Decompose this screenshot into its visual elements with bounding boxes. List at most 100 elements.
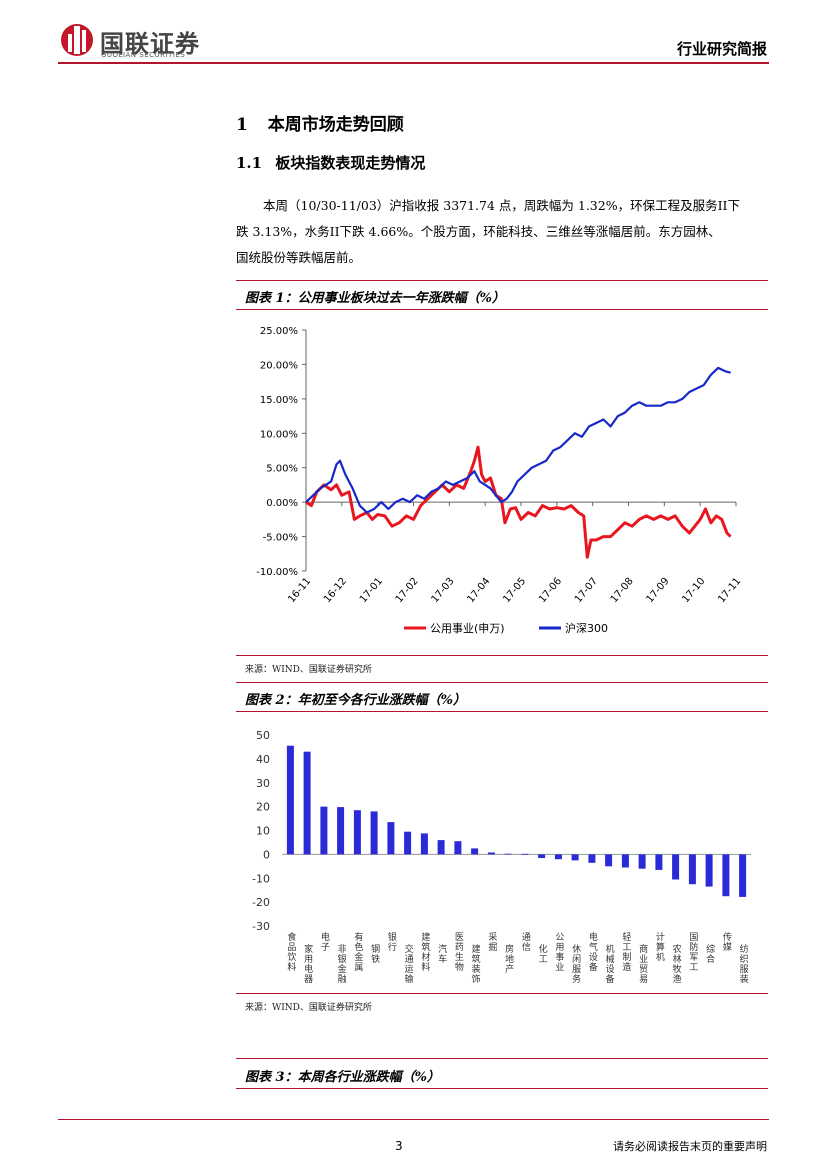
bar [739, 854, 747, 897]
y-tick-label: 20.00% [260, 360, 298, 371]
footer-disclaimer: 请务必阅读报告末页的重要声明 [613, 1140, 767, 1153]
category-label: 纺织服装 [738, 943, 749, 984]
bar [303, 751, 311, 855]
y-tick-label: 0 [263, 848, 270, 861]
bar [471, 848, 479, 855]
category-label: 钢铁 [369, 943, 380, 964]
bar [655, 854, 663, 870]
bar [286, 745, 294, 855]
category-label: 房地产 [503, 943, 513, 974]
y-tick-label: 25.00% [260, 326, 298, 337]
figure-2-title-rule [236, 711, 768, 712]
category-label: 有色金属 [352, 931, 363, 972]
bar [705, 854, 713, 887]
y-tick-label: 10.00% [260, 429, 298, 440]
x-tick-label: 16-11 [286, 576, 313, 605]
figure-3-title-rule [236, 1088, 768, 1089]
y-tick-label: -20 [252, 896, 270, 909]
legend-label: 沪深300 [565, 621, 608, 635]
y-tick-label: -10 [252, 872, 270, 885]
x-tick-label: 17-08 [609, 576, 636, 605]
section-number: 1 [236, 115, 248, 135]
bar [521, 853, 529, 855]
series-line-hs300 [305, 366, 731, 514]
bar [437, 840, 445, 855]
bar [554, 854, 562, 860]
paragraph-line: 国统股份等跌幅居前。 [236, 250, 362, 265]
bar [487, 852, 495, 855]
figure-1-top-rule [236, 280, 768, 281]
figure-2-title: 图表 2：年初至今各行业涨跌幅（%） [245, 693, 466, 708]
category-label: 机械设备 [604, 943, 615, 984]
category-label: 建筑材料 [419, 931, 430, 972]
category-label: 电气设备 [587, 931, 598, 972]
x-tick-label: 17-05 [501, 576, 528, 605]
subsection-number: 1.1 [236, 154, 263, 172]
bar [722, 854, 730, 897]
body-paragraph: 本周（10/30-11/03）沪指收报 3371.74 点，周跌幅为 1.32%… [236, 193, 770, 271]
category-label: 公用事业 [553, 932, 564, 972]
figure-2-top-rule [236, 682, 768, 683]
category-label: 休闲服务 [570, 943, 581, 984]
figure-2-source: 来源：WIND、国联证券研究所 [245, 1003, 372, 1013]
category-label: 综合 [704, 943, 715, 964]
category-label: 银行 [386, 931, 397, 952]
category-label: 传媒 [721, 931, 732, 952]
bar [538, 854, 546, 858]
category-label: 采掘 [486, 932, 497, 952]
y-tick-label: 30 [256, 777, 270, 790]
category-label: 轻工制造 [620, 931, 631, 972]
bar [688, 854, 696, 885]
category-label: 商业贸易 [637, 943, 648, 984]
category-label: 汽车 [436, 943, 447, 964]
category-label: 交通运输 [403, 943, 414, 984]
bar [638, 854, 646, 869]
x-tick-label: 17-06 [537, 576, 564, 605]
x-tick-label: 17-07 [573, 576, 600, 605]
x-tick-label: 17-04 [465, 576, 492, 605]
x-tick-label: 17-02 [394, 576, 421, 605]
figure-3-title: 图表 3：本周各行业涨跌幅（%） [245, 1070, 440, 1085]
category-label: 化工 [537, 943, 548, 964]
category-label: 农林牧渔 [671, 943, 682, 984]
y-tick-label: 10 [256, 825, 270, 838]
brand-name-cn: 国联证券 [100, 30, 200, 58]
figure-3-top-rule [236, 1058, 768, 1059]
x-tick-label: 17-03 [430, 576, 457, 605]
x-tick-label: 17-09 [645, 576, 672, 605]
category-label: 通信 [520, 932, 531, 952]
paragraph-line: 本周（10/30-11/03）沪指收报 3371.74 点，周跌幅为 1.32%… [263, 198, 740, 213]
bar [588, 854, 596, 863]
category-label: 建筑装饰 [470, 943, 481, 984]
bar [387, 822, 395, 855]
bar [320, 806, 328, 855]
bar [504, 853, 512, 855]
bar [621, 854, 629, 868]
page-number: 3 [395, 1139, 403, 1153]
figure-1-title-rule [236, 309, 768, 310]
category-label: 国防军工 [687, 932, 698, 972]
x-tick-label: 17-10 [680, 576, 707, 605]
header: 国联证券 GUOLIAN SECURITIES 行业研究简报 [0, 0, 827, 70]
section-title: 本周市场走势回顾 [267, 115, 404, 135]
guolian-logo-icon [61, 24, 93, 56]
legend-label: 公用事业(申万) [430, 622, 505, 635]
section-1-heading: 1 本周市场走势回顾 [236, 110, 404, 135]
figure-2-source-rule [236, 993, 768, 994]
category-label: 食品饮料 [285, 931, 296, 972]
category-label: 电子 [319, 931, 330, 952]
category-label: 计算机 [654, 931, 665, 962]
category-label: 医药生物 [453, 932, 464, 972]
bar [337, 807, 345, 855]
bar [672, 854, 680, 880]
footer-divider [58, 1119, 769, 1120]
y-tick-label: -30 [252, 920, 270, 933]
x-tick-label: 16-12 [322, 576, 349, 605]
category-label: 非银金融 [336, 943, 347, 984]
x-tick-label: 17-11 [716, 576, 743, 605]
bar [571, 854, 579, 861]
y-tick-label: -5.00% [263, 533, 298, 544]
paragraph-line: 跌 3.13%，水务II下跌 4.66%。个股方面，环能科技、三维丝等涨幅居前。… [236, 224, 721, 239]
figure-1-line-chart: 25.00% 20.00% 15.00% 10.00% 5.00% 0.00% -5.00%… [256, 326, 743, 635]
y-tick-label: 50 [256, 729, 270, 742]
